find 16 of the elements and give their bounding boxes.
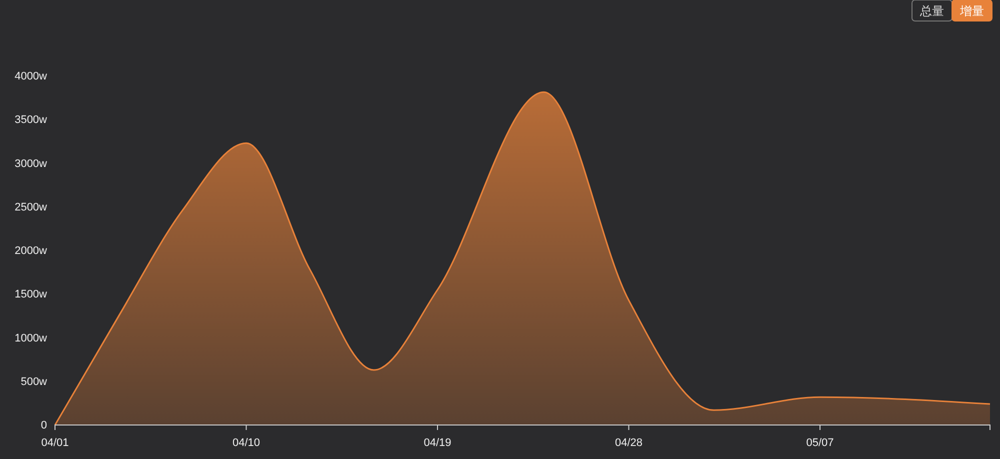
y-tick-label: 500w <box>20 376 48 388</box>
x-tick-label: 04/10 <box>232 437 260 450</box>
x-tick-label: 04/19 <box>424 437 452 450</box>
y-tick-label: 1000w <box>14 332 48 344</box>
x-tick-label: 04/01 <box>41 437 69 450</box>
y-tick-label: 2500w <box>14 201 48 214</box>
x-tick-label: 04/28 <box>614 437 643 450</box>
y-tick-label: 2000w <box>14 245 48 258</box>
y-tick-label: 4000w <box>14 70 48 83</box>
legend-label: 增量 <box>959 4 984 18</box>
x-tick-label: 05/07 <box>806 437 834 450</box>
y-tick-label: 1500w <box>14 288 48 301</box>
y-tick-label: 3500w <box>14 114 48 126</box>
y-tick-label: 0 <box>40 420 47 432</box>
toggle-button: 总量 <box>912 0 952 22</box>
y-tick-label: 3000w <box>14 158 48 170</box>
